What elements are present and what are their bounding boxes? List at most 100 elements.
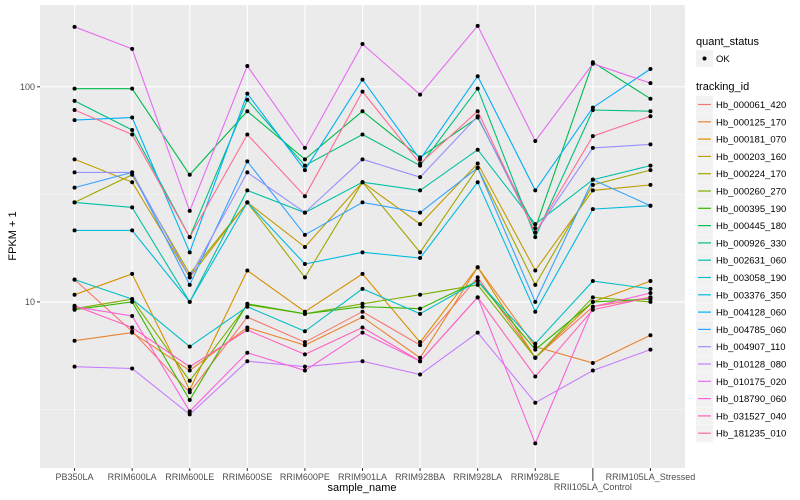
x-tick-label: RRIM105LA_Stressed <box>606 472 696 482</box>
data-point-Hb_031527_040-RRIM928LA <box>475 295 480 300</box>
legend: quant_status OK tracking_id Hb_000061_42… <box>696 36 786 442</box>
data-point-Hb_018790_060-RRIM600LA <box>130 313 135 318</box>
data-point-Hb_018790_060-RRIM600SE <box>245 350 250 355</box>
data-point-Hb_010128_080-RRIM600SE <box>245 359 250 364</box>
data-point-Hb_031527_040-RRIM600LE <box>187 364 192 369</box>
data-point-Hb_003376_350-RRIM928BA <box>418 255 423 260</box>
data-point-Hb_004128_060-RRIM928LA <box>475 74 480 79</box>
data-point-Hb_018790_060-RRIM600LE <box>187 409 192 414</box>
data-point-Hb_004128_060-RRIM600SE <box>245 91 250 96</box>
data-point-Hb_018790_060-RRIM600PE <box>302 368 307 373</box>
data-point-Hb_000181_070-RRIM600SE <box>245 268 250 273</box>
data-point-Hb_000224_170-RRIM928BA <box>418 250 423 255</box>
data-point-Hb_000203_160-PB350LA <box>72 157 77 162</box>
data-point-Hb_000926_330-RRIM901LA <box>360 132 365 137</box>
data-point-Hb_002631_060-RRIM105LA_Stressed <box>648 163 653 168</box>
data-point-Hb_010128_080-RRIM928LE <box>533 400 538 405</box>
legend-label: Hb_002631_060 <box>716 256 786 267</box>
data-point-Hb_018790_060-RRII105LA_Control <box>590 304 595 309</box>
data-point-Hb_000061_420-RRIM901LA <box>360 309 365 314</box>
data-point-Hb_004128_060-RRIM928BA <box>418 157 423 162</box>
data-point-Hb_010128_080-PB350LA <box>72 364 77 369</box>
data-point-Hb_000260_270-RRIM928BA <box>418 292 423 297</box>
data-point-Hb_000260_270-RRIM901LA <box>360 301 365 306</box>
data-point-Hb_000181_070-RRIM928LA <box>475 265 480 270</box>
legend-label: Hb_004128_060 <box>716 308 786 319</box>
data-point-Hb_010175_020-RRIM901LA <box>360 42 365 47</box>
data-point-Hb_000125_170-PB350LA <box>72 338 77 343</box>
data-point-Hb_004907_110-RRIM600LE <box>187 275 192 280</box>
data-point-Hb_004907_110-RRIM928LA <box>475 114 480 119</box>
data-point-Hb_010175_020-RRIM600SE <box>245 63 250 68</box>
data-point-Hb_003376_350-RRIM600LA <box>130 228 135 233</box>
data-point-Hb_000395_190-RRIM600PE <box>302 311 307 316</box>
x-tick-label: PB350LA <box>56 472 94 482</box>
data-point-Hb_000181_070-RRIM600LA <box>130 271 135 276</box>
data-point-Hb_002631_060-RRIM901LA <box>360 180 365 185</box>
data-point-Hb_004785_060-RRIM928BA <box>418 210 423 215</box>
data-point-Hb_000125_170-RRIM600PE <box>302 343 307 348</box>
data-point-Hb_002631_060-RRIM600LA <box>130 205 135 210</box>
legend-label: Hb_000061_420 <box>716 100 786 111</box>
data-point-Hb_000395_190-RRIM928LE <box>533 347 538 352</box>
data-point-Hb_004128_060-RRIM901LA <box>360 77 365 82</box>
data-point-Hb_000125_170-RRIM600LE <box>187 368 192 373</box>
data-point-Hb_010128_080-RRIM928LA <box>475 330 480 335</box>
data-point-Hb_000181_070-RRIM600LE <box>187 387 192 392</box>
data-point-Hb_003376_350-RRIM600PE <box>302 262 307 267</box>
data-point-Hb_004785_060-RRIM928LA <box>475 165 480 170</box>
data-point-Hb_000125_170-RRIM105LA_Stressed <box>648 333 653 338</box>
data-point-Hb_003376_350-PB350LA <box>72 228 77 233</box>
data-point-Hb_000260_270-RRIM928LE <box>533 355 538 360</box>
data-point-Hb_031527_040-RRIM901LA <box>360 325 365 330</box>
data-point-Hb_181235_010-RRIM600LA <box>130 132 135 137</box>
y-tick-label: 100 <box>20 82 35 92</box>
data-point-Hb_181235_010-RRIM600LE <box>187 235 192 240</box>
data-point-Hb_003376_350-RRIM928LA <box>475 180 480 185</box>
series-points <box>72 23 653 446</box>
data-point-Hb_010128_080-RRIM600LA <box>130 366 135 371</box>
data-point-Hb_010128_080-RRIM105LA_Stressed <box>648 347 653 352</box>
data-point-Hb_003058_190-RRIM928LE <box>533 341 538 346</box>
data-point-Hb_000224_170-RRIM600LE <box>187 271 192 276</box>
data-point-Hb_004128_060-RRII105LA_Control <box>590 105 595 110</box>
data-point-Hb_000445_180-RRIM600LE <box>187 172 192 177</box>
data-point-Hb_181235_010-RRIM105LA_Stressed <box>648 114 653 119</box>
data-point-Hb_031527_040-RRIM928BA <box>418 359 423 364</box>
data-point-Hb_000061_420-RRIM600SE <box>245 315 250 320</box>
data-point-Hb_000395_190-RRIM928BA <box>418 306 423 311</box>
y-tick-label: 10 <box>25 297 35 307</box>
data-point-Hb_003058_190-RRIM928LA <box>475 279 480 284</box>
x-axis-title: sample_name <box>327 482 396 494</box>
data-point-Hb_000395_190-RRII105LA_Control <box>590 299 595 304</box>
x-tick-label: RRIM600LE <box>165 472 214 482</box>
x-tick-label: RRIM928LA <box>453 472 502 482</box>
data-point-Hb_181235_010-RRIM928LE <box>533 230 538 235</box>
data-point-Hb_018790_060-RRIM105LA_Stressed <box>648 291 653 296</box>
legend-label: Hb_000395_190 <box>716 204 786 215</box>
legend-label: Hb_031527_040 <box>716 411 786 422</box>
data-point-Hb_181235_010-RRIM928LA <box>475 109 480 114</box>
y-axis: 10 100 <box>20 82 40 307</box>
data-point-Hb_181235_010-RRIM928BA <box>418 161 423 166</box>
data-point-Hb_000260_270-RRIM928LA <box>475 282 480 287</box>
x-tick-label: RRIM928LE <box>511 472 560 482</box>
data-point-Hb_003058_190-RRIM105LA_Stressed <box>648 286 653 291</box>
data-point-Hb_010175_020-PB350LA <box>72 24 77 29</box>
data-point-Hb_031527_040-RRIM600LA <box>130 325 135 330</box>
data-point-Hb_031527_040-RRIM600SE <box>245 328 250 333</box>
legend-label: Hb_000181_070 <box>716 135 786 146</box>
data-point-Hb_003376_350-RRIM928LE <box>533 309 538 314</box>
data-point-Hb_004785_060-RRIM600PE <box>302 232 307 237</box>
data-point-Hb_004907_110-RRIM600SE <box>245 170 250 175</box>
data-point-Hb_018790_060-RRIM928LE <box>533 441 538 446</box>
legend-label: Hb_000926_330 <box>716 238 786 249</box>
data-point-Hb_181235_010-PB350LA <box>72 108 77 113</box>
data-point-Hb_003376_350-RRIM600SE <box>245 200 250 205</box>
data-point-Hb_004785_060-RRII105LA_Control <box>590 177 595 182</box>
data-point-Hb_000926_330-PB350LA <box>72 98 77 103</box>
data-point-Hb_000125_170-RRIM600LA <box>130 330 135 335</box>
data-point-Hb_010175_020-RRIM600LA <box>130 46 135 51</box>
data-point-Hb_000181_070-RRIM901LA <box>360 271 365 276</box>
legend-point-icon <box>702 56 707 61</box>
